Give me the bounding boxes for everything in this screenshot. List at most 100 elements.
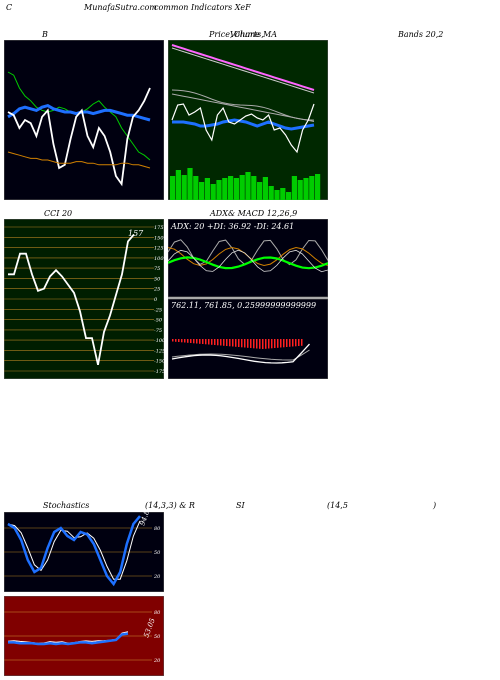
- cci-tick-label: 125: [154, 246, 164, 252]
- rsi-tick-label: 20: [153, 658, 161, 664]
- cci-tick-label: 175: [154, 225, 164, 231]
- volume-bar: [262, 177, 268, 200]
- macd-histogram-bar: [262, 339, 264, 349]
- volume-bar: [170, 176, 176, 200]
- volume-bar: [175, 170, 181, 200]
- volume-bar: [216, 180, 222, 200]
- macd-histogram-bar: [301, 339, 303, 346]
- page-subtitle: common Indicators XeF: [154, 3, 251, 12]
- price-label: Price,: [209, 30, 233, 39]
- volume-bar: [181, 175, 187, 200]
- macd-histogram-bar: [172, 339, 174, 342]
- macd-histogram-bar: [211, 339, 213, 345]
- cci-tick-label: 150: [154, 235, 164, 241]
- watermark: MunafaSutra.com: [172, 568, 396, 596]
- macd-histogram-bar: [295, 339, 297, 347]
- volume-bar: [210, 184, 216, 200]
- volume-bar: [291, 176, 297, 200]
- rsi-params: (14,5: [327, 501, 348, 510]
- volume-bar: [245, 172, 251, 200]
- macd-histogram-bar: [253, 339, 255, 349]
- volume-bar: [309, 176, 315, 200]
- macd-histogram-bar: [256, 339, 258, 349]
- cci-tick-label: -150: [154, 359, 164, 365]
- macd-histogram-bar: [226, 339, 228, 346]
- cci-tick-label: 0: [154, 297, 158, 303]
- volume-bar: [239, 175, 245, 200]
- adx-label: ADX: [210, 209, 228, 218]
- macd-histogram-bar: [223, 339, 225, 346]
- macd-histogram-bar: [220, 339, 222, 346]
- site-title[interactable]: MunafaSutra.com: [84, 3, 157, 12]
- macd-histogram-bar: [283, 339, 285, 348]
- macd-histogram-bar: [229, 339, 231, 347]
- macd-histogram-bar: [196, 339, 198, 344]
- macd-signal-line: [171, 349, 310, 361]
- cci-tick-label: -100: [154, 338, 164, 344]
- volume-bar: [204, 178, 210, 200]
- macd-histogram-bar: [205, 339, 207, 345]
- stoch-k-line: [7, 515, 141, 587]
- macd-label: & MACD 12,26,9: [228, 209, 298, 218]
- cci-tick-label: -25: [154, 307, 162, 313]
- macd-histogram-bar: [190, 339, 192, 343]
- adx-line: [168, 249, 328, 273]
- macd-histogram-bar: [235, 339, 237, 347]
- macd-histogram-bar: [187, 339, 189, 343]
- macd-histogram-bar: [286, 339, 288, 347]
- macd-line: [171, 343, 310, 364]
- macd-histogram-bar: [280, 339, 282, 348]
- macd-histogram-bar: [289, 339, 291, 347]
- macd-histogram-bar: [217, 339, 219, 346]
- price-chart: [168, 40, 328, 200]
- adx-readout: ADX: 20 +DI: 36.92 -DI: 24.61: [170, 222, 294, 231]
- cci-tick-label: 25: [153, 287, 160, 293]
- volume-bar: [280, 188, 286, 200]
- volume-bar: [193, 176, 199, 200]
- volume-bar: [297, 180, 303, 200]
- macd-histogram-bar: [178, 339, 180, 342]
- macd-histogram-bar: [238, 339, 240, 347]
- volume-bar: [187, 168, 193, 200]
- ma-line-pink: [171, 44, 315, 91]
- macd-histogram-bar: [184, 339, 186, 343]
- rsi-label: SI: [236, 501, 245, 510]
- bollinger-label: B: [42, 30, 48, 39]
- volume-bar: [268, 186, 274, 200]
- volume-bar: [222, 178, 228, 200]
- volume-bar: [303, 178, 309, 200]
- volume-bar: [251, 176, 257, 200]
- cci-tick-label: 50: [154, 276, 161, 282]
- cci-value: 157: [128, 229, 144, 238]
- rsi-line: [8, 632, 129, 646]
- macd-histogram-bar: [250, 339, 252, 348]
- macd-histogram-bar: [202, 339, 204, 344]
- macd-histogram-bar: [241, 339, 243, 348]
- header-letter: C: [6, 3, 13, 12]
- macd-histogram-bar: [175, 339, 177, 342]
- stoch-tick-label: 80: [154, 526, 161, 532]
- bands-label: Bands 20,2: [398, 30, 444, 39]
- volume-label: Volume: [230, 30, 260, 39]
- ma-label: MA: [263, 30, 277, 39]
- rsi-close: ): [433, 501, 437, 510]
- volume-bar: [228, 176, 234, 200]
- macd-histogram-bar: [274, 339, 276, 348]
- volume-bar: [286, 192, 292, 200]
- macd-histogram-bar: [193, 339, 195, 344]
- macd-histogram-bar: [259, 339, 261, 349]
- cci-tick-label: -50: [154, 318, 163, 324]
- macd-histogram-bar: [181, 339, 183, 343]
- cci-tick-label: -75: [154, 328, 162, 334]
- macd-histogram-bar: [277, 339, 279, 348]
- macd-histogram-bar: [268, 339, 270, 349]
- cci-tick-label: -175: [154, 369, 164, 375]
- cci-tick-label: -125: [154, 348, 164, 354]
- ma-line-3: [171, 93, 315, 122]
- stoch-d-line: [7, 520, 141, 580]
- stoch-tick-label: 20: [153, 574, 161, 580]
- cci-label: CCI 20: [44, 209, 73, 218]
- macd-histogram-bar: [247, 339, 249, 348]
